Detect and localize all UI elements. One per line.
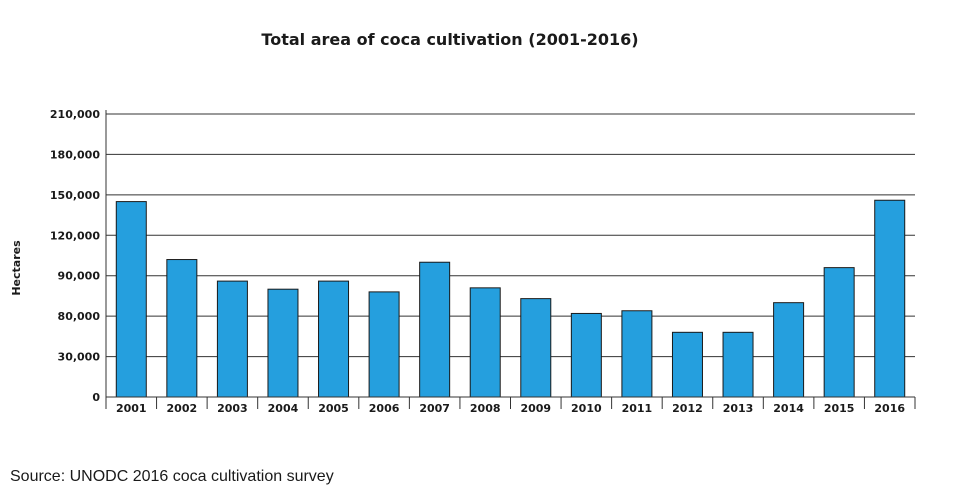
bar-2012 <box>671 331 703 398</box>
bar-2007 <box>419 261 451 398</box>
x-tick-label: 2001 <box>116 402 147 415</box>
x-tick-label: 2016 <box>874 402 905 415</box>
y-tick-label: 150,000 <box>50 189 100 202</box>
bar-2010 <box>570 312 602 398</box>
x-tick-label: 2015 <box>824 402 855 415</box>
bar-2003 <box>216 280 248 398</box>
bar-2011 <box>621 310 653 398</box>
bar-2009 <box>520 298 552 398</box>
bar-2005 <box>318 280 350 398</box>
bars <box>115 199 906 398</box>
bar-2001 <box>115 201 147 398</box>
y-tick-label: 80,000 <box>58 310 101 323</box>
x-tick-label: 2006 <box>369 402 400 415</box>
bar-2016 <box>874 199 906 398</box>
x-tick-label: 2012 <box>672 402 703 415</box>
y-tick-label: 210,000 <box>50 108 100 121</box>
x-tick-label: 2003 <box>217 402 248 415</box>
y-tick-label: 0 <box>92 391 100 404</box>
bar-2002 <box>166 259 198 398</box>
bar-chart: 0 30,000 80,000 90,000 120,000 150,000 180,000… <box>10 108 916 415</box>
x-tick-label: 2009 <box>520 402 551 415</box>
y-tick-label: 90,000 <box>58 270 101 283</box>
bar-2013 <box>722 331 754 398</box>
x-tick-label: 2013 <box>723 402 754 415</box>
x-tick-label: 2010 <box>571 402 602 415</box>
y-tick-labels: 0 30,000 80,000 90,000 120,000 150,000 180,000… <box>50 108 100 404</box>
axes <box>105 110 916 409</box>
source-note: Source: UNODC 2016 coca cultivation surv… <box>10 468 334 485</box>
y-tick-label: 120,000 <box>50 229 100 242</box>
x-tick-label: 2005 <box>318 402 349 415</box>
bar-2008 <box>469 287 501 398</box>
x-tick-label: 2011 <box>622 402 653 415</box>
y-tick-label: 30,000 <box>58 351 101 364</box>
x-tick-labels: 2001 2002 2003 2004 2005 2006 2007 2008 2009 2010… <box>116 402 905 415</box>
bar-2006 <box>368 291 400 398</box>
y-axis-label: Hectares <box>10 240 23 296</box>
y-tick-label: 180,000 <box>50 148 100 161</box>
chart-title: Total area of coca cultivation (2001-201… <box>261 30 639 49</box>
bar-2015 <box>823 267 855 398</box>
x-tick-label: 2002 <box>167 402 198 415</box>
bar-2004 <box>267 288 299 398</box>
bar-2014 <box>773 302 805 398</box>
x-tick-label: 2004 <box>268 402 299 415</box>
x-tick-label: 2007 <box>419 402 450 415</box>
x-tick-label: 2008 <box>470 402 501 415</box>
x-tick-label: 2014 <box>773 402 804 415</box>
